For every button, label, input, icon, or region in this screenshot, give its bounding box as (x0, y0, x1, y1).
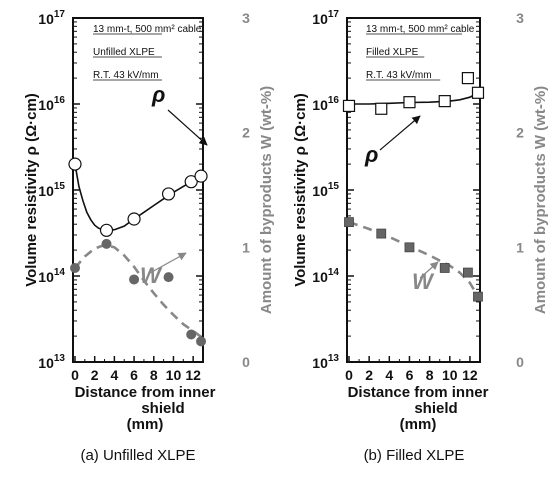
w-data-point (376, 228, 387, 239)
y-axis-label-left: Volume resistivity ρ (Ω·cm) (292, 93, 309, 287)
w-curve-label: W (412, 269, 435, 294)
w-data-point (186, 329, 197, 340)
y-tick-label-right: 2 (242, 125, 250, 141)
panel-caption: (b) Filled XLPE (364, 447, 465, 464)
x-tick-label: 2 (91, 367, 99, 383)
rho-data-point (461, 72, 475, 85)
annotation-line: 13 mm-t, 500 mm² cable (366, 24, 475, 35)
y-tick-exponent: 17 (54, 9, 66, 20)
y-tick-label-left: 1017 (312, 9, 339, 27)
y-tick-label-right: 2 (516, 125, 524, 141)
x-tick-label: 2 (365, 367, 373, 383)
y-tick-label-left: 1013 (312, 353, 339, 371)
w-fit-curve (74, 243, 202, 338)
y-tick-label-left: 1016 (312, 95, 339, 113)
y-tick-label-right: 0 (242, 354, 250, 370)
x-tick-label: 0 (71, 367, 79, 383)
y-tick-label-right: 0 (516, 354, 524, 370)
y-axis-label-left: Volume resistivity ρ (Ω·cm) (23, 93, 40, 287)
y-tick-label-right: 3 (242, 10, 250, 26)
y-tick-exponent: 14 (328, 267, 340, 278)
w-data-point (344, 217, 354, 228)
y-tick-label-left: 1016 (38, 95, 65, 113)
rho-arrow (167, 109, 208, 146)
rho-data-point (471, 86, 485, 99)
w-data-point (404, 242, 415, 253)
annotation-line: R.T. 43 kV/mm (366, 70, 432, 81)
x-axis-label: Distance from inner (348, 384, 489, 401)
x-tick-label: 0 (345, 367, 353, 383)
y-tick-label-left: 1015 (312, 181, 339, 199)
x-axis-label-line2: shield (141, 400, 184, 417)
w-curve-label: W (140, 263, 163, 288)
annotation-line: 13 mm-t, 500 mm² cable (93, 24, 202, 35)
y-tick-label-left: 1013 (38, 353, 65, 371)
rho-curve-label: ρ (151, 82, 165, 107)
y-axis-label-right: Amount of byproducts W (wt-%) (258, 86, 275, 314)
x-tick-label: 12 (462, 367, 478, 383)
w-data-point (463, 267, 473, 278)
y-tick-label-left: 1017 (38, 9, 65, 27)
w-arrow (419, 261, 439, 279)
y-tick-exponent: 13 (328, 353, 340, 364)
w-data-point (196, 336, 207, 347)
rho-data-point (194, 169, 208, 183)
rho-data-point (438, 95, 451, 108)
y-tick-exponent: 17 (328, 9, 340, 20)
w-data-point (129, 274, 140, 285)
x-tick-label: 8 (426, 367, 434, 383)
x-tick-label: 4 (385, 367, 393, 383)
rho-data-point (375, 102, 388, 115)
rho-data-point (161, 187, 176, 201)
w-data-point (70, 262, 80, 273)
rho-data-point (99, 223, 114, 237)
x-tick-label: 10 (166, 367, 182, 383)
w-data-point (439, 263, 450, 273)
x-axis-label-line3: (mm) (400, 416, 437, 433)
y-tick-label-left: 1015 (38, 181, 65, 199)
x-tick-label: 12 (185, 367, 201, 383)
x-tick-label: 8 (150, 367, 158, 383)
rho-data-point (184, 175, 198, 189)
y-tick-exponent: 15 (328, 181, 340, 192)
x-tick-label: 6 (130, 367, 138, 383)
x-axis-label: Distance from inner (75, 384, 216, 401)
x-tick-label: 6 (406, 367, 414, 383)
x-tick-label: 10 (442, 367, 458, 383)
y-tick-exponent: 16 (54, 95, 66, 106)
annotation-line: R.T. 43 kV/mm (93, 70, 159, 81)
rho-data-point (342, 99, 356, 113)
rho-data-point (403, 96, 416, 109)
y-tick-label-right: 3 (516, 10, 524, 26)
w-data-point (473, 291, 483, 302)
annotation-line: Unfilled XLPE (93, 47, 155, 58)
annotation-line: Filled XLPE (366, 47, 419, 58)
y-tick-label-left: 1014 (38, 267, 65, 285)
y-tick-exponent: 13 (54, 353, 66, 364)
w-data-point (101, 238, 112, 249)
rho-data-point (68, 157, 82, 171)
panel-caption: (a) Unfilled XLPE (80, 447, 195, 464)
y-tick-exponent: 14 (54, 267, 66, 278)
y-tick-label-right: 1 (516, 239, 524, 255)
rho-arrow (379, 115, 421, 151)
rho-curve-label: ρ (364, 142, 378, 167)
x-axis-label-line2: shield (414, 400, 457, 417)
y-axis-label-right: Amount of byproducts W (wt-%) (532, 86, 549, 314)
w-arrow (149, 252, 187, 274)
x-axis-label-line3: (mm) (127, 416, 164, 433)
y-tick-exponent: 16 (328, 95, 340, 106)
y-tick-label-right: 1 (242, 239, 250, 255)
y-tick-label-left: 1014 (312, 267, 339, 285)
w-data-point (163, 272, 174, 283)
rho-data-point (127, 212, 141, 226)
y-tick-exponent: 15 (54, 181, 66, 192)
x-tick-label: 4 (110, 367, 118, 383)
